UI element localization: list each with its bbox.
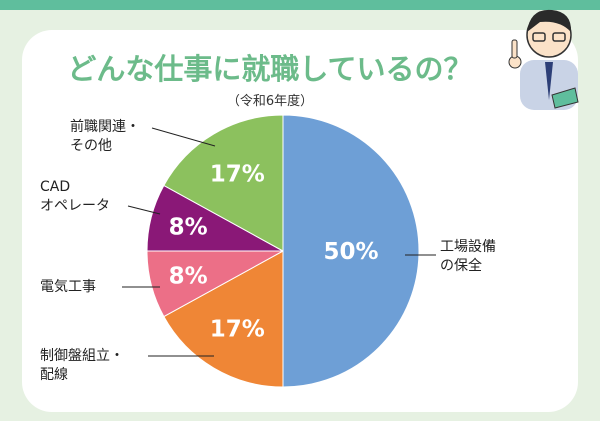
category-label: 工場設備 の保全 xyxy=(440,239,496,274)
value-label: 17% xyxy=(210,316,265,342)
category-label: 電気工事 xyxy=(40,279,96,295)
category-label: 前職関連・ その他 xyxy=(70,119,140,154)
teacher-illustration xyxy=(508,9,579,110)
leader-line xyxy=(151,127,216,147)
chart-title: どんな仕事に就職しているの？ xyxy=(67,52,473,86)
value-label: 17% xyxy=(210,162,265,188)
pie-slice xyxy=(163,114,284,252)
value-label: 8% xyxy=(169,263,208,289)
leader-line xyxy=(127,205,161,215)
category-label: 制御盤組立・ 配線 xyxy=(40,348,124,383)
value-label: 50% xyxy=(323,239,378,265)
value-label: 8% xyxy=(169,215,208,241)
pie-slice xyxy=(163,250,284,388)
category-label: CAD オペレータ xyxy=(40,179,110,214)
pie-slice xyxy=(282,114,420,388)
top-stripe xyxy=(0,0,600,10)
chart-subtitle: （令和6年度） xyxy=(226,94,314,109)
